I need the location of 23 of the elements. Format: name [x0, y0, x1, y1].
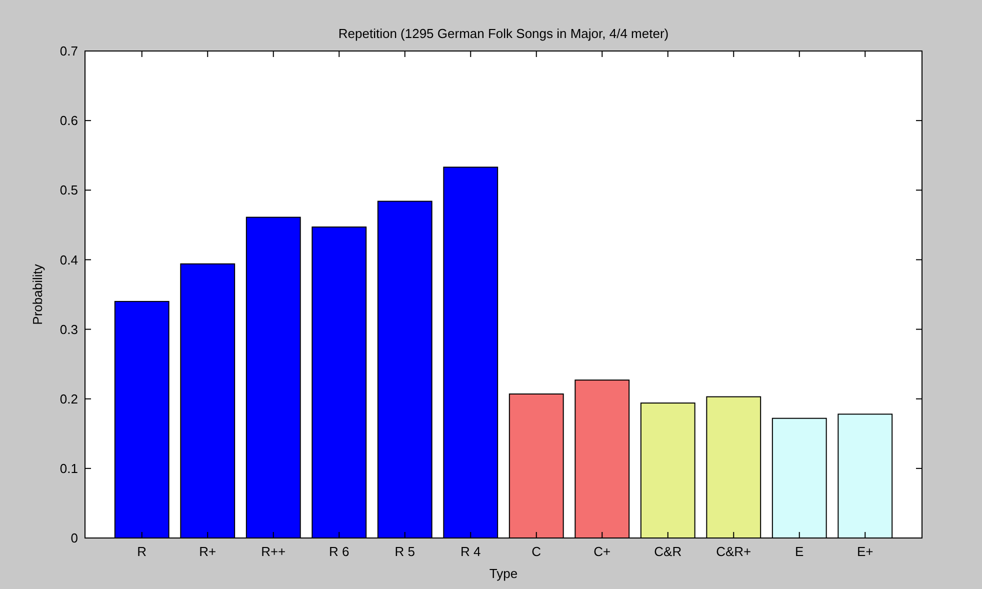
y-tick-label: 0.1	[60, 460, 78, 476]
x-tick-label: C&R	[654, 544, 682, 559]
x-tick-label: R	[137, 544, 147, 559]
x-tick-label: E+	[856, 544, 874, 559]
x-tick-label: C+	[594, 544, 611, 559]
x-tick-label: E	[795, 544, 804, 559]
x-tick-label: R++	[261, 544, 286, 559]
y-tick-label: 0.4	[60, 252, 78, 268]
x-tick-label: R+	[199, 544, 216, 559]
x-axis-title: Type	[489, 566, 518, 581]
y-tick-label: 0.2	[60, 391, 78, 406]
x-tick-label: C&R+	[716, 544, 752, 559]
chart-title: Repetition (1295 German Folk Songs in Major, 4/4 meter)	[338, 26, 669, 41]
x-tick-label: R 5	[394, 544, 415, 559]
x-tick-label: C	[532, 544, 542, 559]
x-tick-label: R 6	[329, 544, 350, 559]
y-tick-label: 0.6	[60, 113, 78, 128]
y-tick-label: 0.5	[60, 182, 78, 198]
y-axis-title: Probability	[30, 264, 45, 325]
y-tick-label: 0	[70, 530, 78, 546]
y-tick-label: 0.3	[60, 322, 78, 337]
y-tick-label: 0.7	[60, 44, 78, 59]
x-tick-label: R 4	[460, 544, 481, 559]
